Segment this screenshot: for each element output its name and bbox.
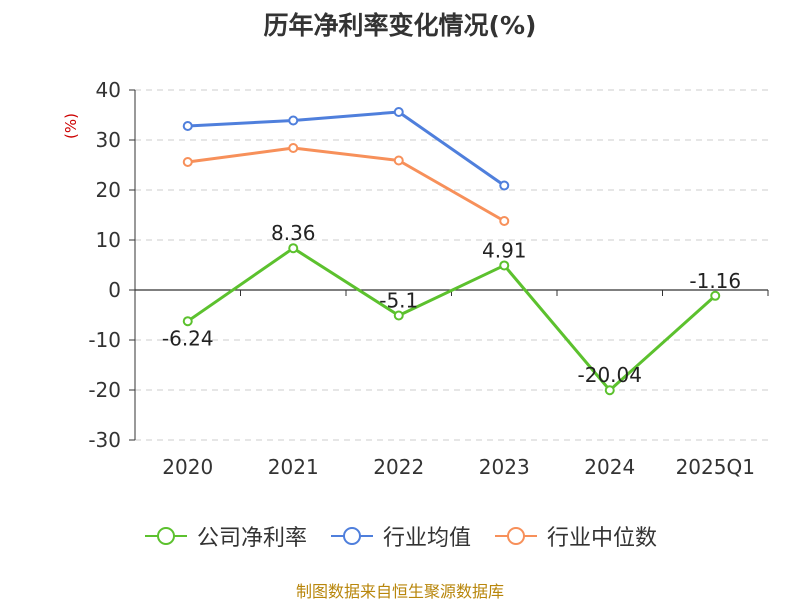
legend-item-industry-median[interactable]: 行业中位数 bbox=[493, 520, 657, 552]
data-point-1 bbox=[288, 115, 299, 126]
data-point-0 bbox=[288, 243, 299, 254]
series-line-1 bbox=[187, 110, 506, 187]
data-point-0 bbox=[393, 310, 404, 321]
x-tick-label: 2021 bbox=[268, 455, 319, 479]
axis-layer: 40 30 20 10 0 -10 -20 -30 2020 2021 2022 2023 2024 20… bbox=[62, 78, 769, 479]
y-tick-label: 0 bbox=[108, 278, 121, 302]
y-tick-label: 20 bbox=[96, 178, 121, 202]
data-source-note: 制图数据来自恒生聚源数据库 bbox=[295, 582, 504, 601]
y-tick-label: 40 bbox=[96, 78, 121, 102]
legend-label-industry-median: 行业中位数 bbox=[547, 526, 658, 551]
data-label: 8.36 bbox=[271, 221, 316, 245]
legend-marker-industry-median bbox=[495, 527, 537, 545]
data-label: -6.24 bbox=[162, 326, 214, 350]
legend-label-company: 公司净利率 bbox=[196, 526, 307, 551]
data-point-0 bbox=[604, 385, 615, 396]
data-label: -1.16 bbox=[689, 269, 741, 293]
chart-title: 历年净利率变化情况(%) bbox=[263, 11, 537, 40]
y-tick-label: -10 bbox=[88, 328, 121, 352]
data-point-2 bbox=[182, 157, 193, 167]
data-point-0 bbox=[499, 260, 510, 271]
y-tick-label: 10 bbox=[96, 228, 121, 252]
x-tick-label: 2025Q1 bbox=[676, 455, 755, 479]
y-tick-label: -30 bbox=[88, 428, 121, 452]
data-point-2 bbox=[393, 155, 404, 166]
data-point-1 bbox=[499, 180, 510, 191]
x-tick-label: 2024 bbox=[584, 455, 635, 479]
y-tick-label: 30 bbox=[96, 128, 121, 152]
data-point-1 bbox=[393, 107, 404, 117]
label-layer: -6.24 8.36 -5.1 4.91 -20.04 -1.16 bbox=[162, 221, 741, 387]
data-point-1 bbox=[182, 121, 193, 131]
data-label: -20.04 bbox=[578, 363, 642, 387]
chart-legend: 公司净利率 行业均值 行业中位数 bbox=[0, 520, 800, 552]
y-axis-label: (%) bbox=[62, 113, 80, 139]
data-point-2 bbox=[288, 143, 299, 153]
y-tick-label: -20 bbox=[88, 378, 121, 402]
series-line-0 bbox=[186, 246, 717, 392]
legend-marker-industry-mean bbox=[330, 527, 373, 545]
data-label: 4.91 bbox=[482, 238, 527, 262]
legend-label-industry-mean: 行业均值 bbox=[382, 526, 471, 551]
data-point-0 bbox=[182, 316, 193, 327]
legend-marker-company bbox=[144, 527, 187, 545]
legend-item-industry-mean[interactable]: 行业均值 bbox=[329, 520, 471, 552]
x-tick-label: 2022 bbox=[373, 455, 424, 479]
legend-item-company[interactable]: 公司净利率 bbox=[143, 520, 307, 552]
grid-layer bbox=[135, 89, 768, 441]
x-tick-label: 2023 bbox=[479, 455, 530, 479]
series-layer bbox=[182, 107, 721, 396]
data-point-0 bbox=[710, 290, 721, 301]
x-tick-label: 2020 bbox=[162, 455, 213, 479]
data-point-2 bbox=[499, 216, 510, 226]
data-label: -5.1 bbox=[379, 289, 418, 313]
series-line-2 bbox=[187, 146, 505, 223]
